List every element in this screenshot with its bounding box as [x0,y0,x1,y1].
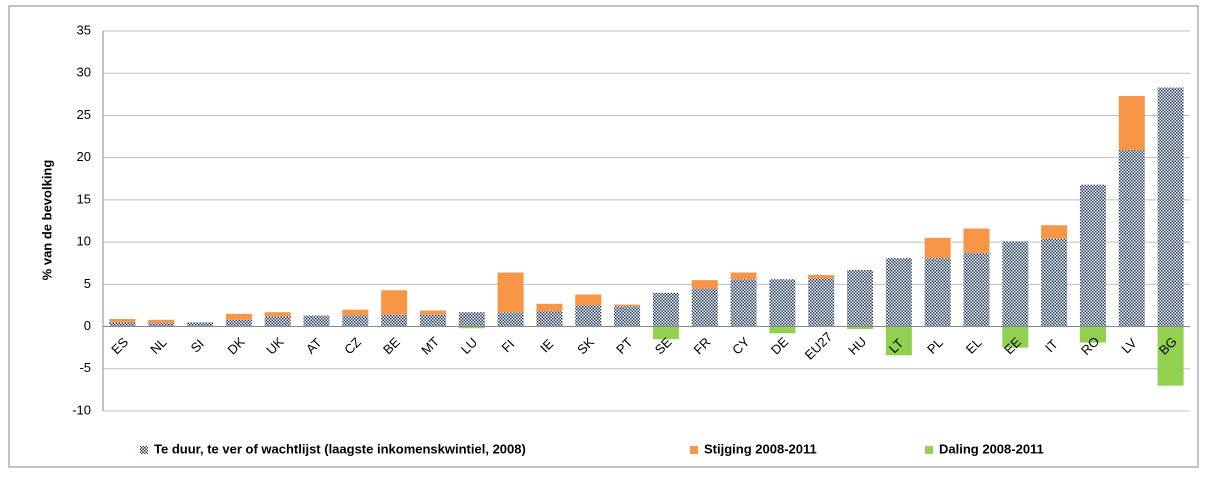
bar [419,314,446,327]
legend-swatch [925,446,933,454]
x-tick-label: SI [188,336,207,355]
bar [536,303,563,312]
legend-label: Stijging 2008-2011 [704,441,817,456]
x-tick-label: CY [729,334,753,358]
y-tick-label: 10 [77,234,91,249]
legend-swatch [140,446,148,454]
x-tick-label: FI [498,336,517,355]
y-tick-label: 25 [77,107,91,122]
x-tick-label: NL [147,335,169,357]
bar [575,294,602,306]
bar [847,269,874,327]
y-tick-label: 15 [77,191,91,206]
bar [808,275,835,279]
x-tick-label: ES [108,334,131,357]
bar [148,323,175,327]
bar [963,253,990,327]
bar [691,280,718,289]
x-tick-label: PL [924,335,946,357]
bar [691,288,718,327]
bar [225,319,252,327]
bar [1002,241,1029,327]
x-tick-label: EU27 [802,329,836,363]
bar [730,279,757,327]
bar [924,237,951,259]
chart-border [8,5,1199,468]
x-tick-label: FR [691,334,714,357]
bar [963,228,990,254]
bar [497,272,524,313]
bar [808,278,835,327]
bar [497,312,524,327]
x-tick-label: DE [768,334,792,358]
bar [1002,326,1029,348]
bar [1041,225,1068,239]
x-tick-label: AT [303,335,325,357]
x-tick-label: PT [613,335,635,357]
y-tick-label: 30 [77,65,91,80]
bar [148,319,175,324]
bar [536,311,563,327]
x-tick-label: BE [380,334,403,357]
bar [652,292,679,327]
bar [342,309,369,316]
bar [1041,238,1068,327]
bar [109,322,136,327]
bar [458,312,485,327]
y-tick-label: 35 [77,22,91,37]
y-tick-label: -10 [72,402,91,417]
bar [419,310,446,315]
y-tick-label: -5 [79,360,91,375]
x-tick-label: IT [1042,336,1061,355]
x-tick-label: LV [1118,335,1139,356]
legend-label: Daling 2008-2011 [939,441,1044,456]
x-tick-label: IE [537,336,557,356]
bar [342,315,369,327]
bar [614,304,641,307]
bar [109,318,136,323]
x-tick-label: CZ [341,334,364,357]
x-tick-label: EL [963,335,985,357]
bar [1118,96,1145,151]
bar [1157,87,1184,327]
x-tick-label: SK [574,334,597,357]
legend-swatch [690,446,698,454]
bar [381,314,408,327]
bar [187,322,214,327]
y-axis-title: % van de bevolking [39,160,54,281]
x-tick-label: LU [458,335,480,357]
y-tick-label: 20 [77,149,91,164]
bar [1118,150,1145,327]
bar [1079,326,1106,343]
bar [885,326,912,356]
bar [381,290,408,315]
bar [575,305,602,327]
bar [303,315,330,327]
x-tick-label: DK [224,334,248,358]
x-tick-label: HU [845,334,869,358]
bar [1079,184,1106,327]
bar [225,313,252,320]
bar [1157,326,1184,386]
bar [264,316,291,327]
bar [652,326,679,340]
bar [458,326,485,329]
y-tick-label: 0 [84,318,91,333]
y-tick-label: 5 [84,276,91,291]
bar [769,326,796,334]
x-tick-label: UK [263,334,287,358]
bar [847,326,874,330]
x-tick-label: MT [418,334,442,358]
bar [730,272,757,280]
legend-label: Te duur, te ver of wachtlijst (laagste i… [154,441,526,456]
bar [769,279,796,327]
bar [614,306,641,327]
bar [885,258,912,327]
bar [264,312,291,317]
bar [924,258,951,327]
